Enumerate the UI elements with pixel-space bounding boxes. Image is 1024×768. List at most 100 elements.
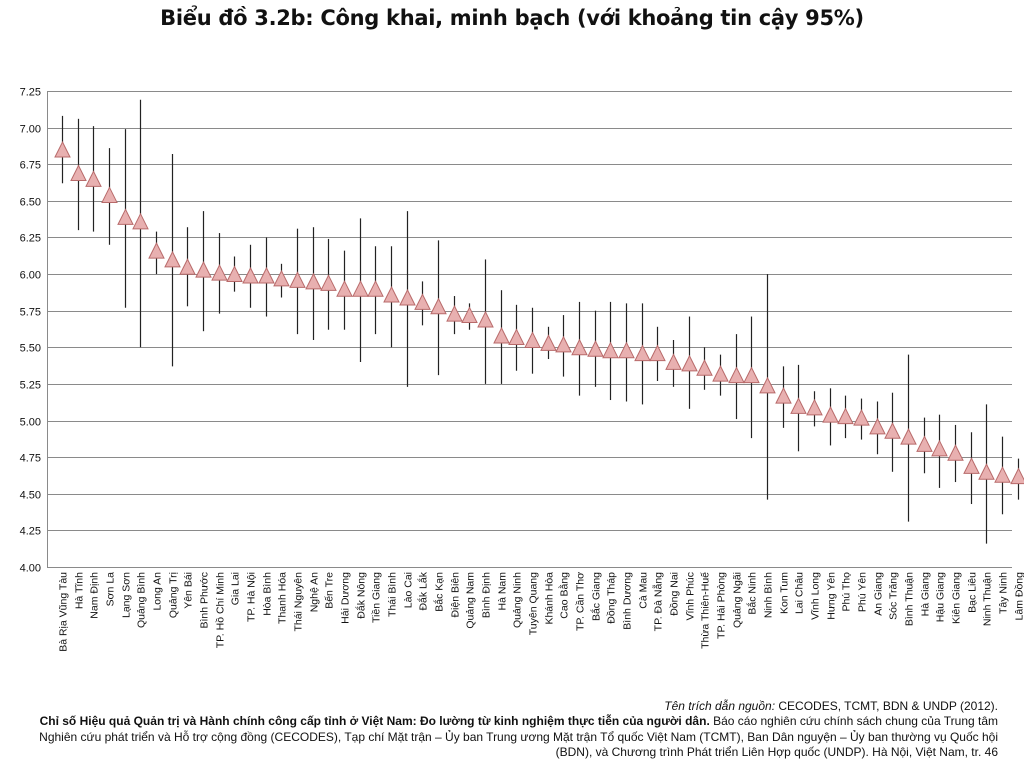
source-text: CECODES, TCMT, BDN & UNDP (2012). — [778, 699, 998, 713]
x-tick-label: Tây Ninh — [998, 572, 1010, 614]
data-point — [728, 366, 745, 384]
x-tick-label: Sóc Trăng — [888, 572, 900, 620]
x-tick-label: Kiên Giang — [951, 572, 963, 624]
x-tick-label: Quảng Nam — [465, 572, 477, 629]
x-tick-label: Kon Tum — [779, 572, 791, 614]
x-tick-label: Thái Bình — [387, 572, 399, 617]
x-tick-label: Thanh Hóa — [277, 572, 289, 624]
data-point — [540, 334, 557, 351]
data-point — [775, 386, 792, 404]
data-point — [461, 306, 478, 324]
y-tick-label: 6.00 — [20, 270, 41, 282]
x-tick-label: Hà Nam — [497, 572, 509, 611]
data-point — [367, 280, 384, 297]
data-point — [994, 466, 1011, 483]
data-point — [947, 444, 964, 461]
data-point — [869, 417, 886, 435]
data-point — [211, 263, 228, 281]
x-tick-label: Hải Dương — [340, 572, 352, 624]
data-point — [258, 266, 275, 284]
data-point — [555, 335, 572, 353]
data-point — [837, 407, 854, 425]
data-point — [978, 463, 995, 480]
citation-note: Chỉ số Hiệu quả Quản trị và Hành chính c… — [24, 714, 998, 761]
x-tick-label: Vĩnh Long — [810, 572, 822, 620]
x-tick-label: Thái Nguyên — [293, 572, 305, 632]
data-point — [195, 261, 212, 278]
y-tick-label: 5.25 — [20, 380, 41, 392]
y-tick-label: 7.25 — [20, 87, 41, 99]
data-point — [1010, 467, 1024, 485]
x-tick-label: Tiền Giang — [371, 572, 383, 623]
data-markers — [54, 140, 1024, 485]
data-point — [806, 398, 823, 416]
x-tick-label: TP. Cần Thơ — [575, 572, 587, 631]
x-tick-label: Quảng Bình — [136, 572, 148, 628]
y-tick-label: 4.50 — [20, 490, 41, 502]
data-point — [273, 269, 290, 287]
data-point — [336, 280, 353, 297]
y-tick-label: 5.00 — [20, 417, 41, 429]
x-tick-label: TP. Đà Nẵng — [652, 572, 665, 631]
x-tick-label: Hòa Bình — [262, 572, 274, 616]
x-tick-label: Lai Châu — [794, 572, 806, 614]
data-point — [665, 353, 682, 370]
x-tick-label: Đắk Nông — [355, 572, 368, 619]
data-point — [320, 274, 337, 291]
data-point — [446, 304, 463, 322]
x-tick-label: Phú Thọ — [841, 572, 853, 612]
data-point — [383, 285, 400, 303]
data-point — [54, 140, 71, 158]
y-tick-label: 6.75 — [20, 160, 41, 172]
x-tick-label: Bạc Liêu — [967, 572, 979, 613]
x-tick-label: Bình Định — [481, 572, 493, 618]
data-point — [477, 310, 494, 328]
x-tick-label: Long An — [152, 572, 164, 611]
source-note: Tên trích dẫn nguồn: CECODES, TCMT, BDN … — [664, 699, 998, 713]
data-point — [759, 376, 776, 394]
data-point — [85, 170, 102, 187]
data-point — [822, 406, 839, 423]
x-tick-label: Điện Biên — [450, 572, 462, 618]
data-point — [963, 457, 980, 474]
data-point — [414, 293, 431, 310]
x-tick-label: Đồng Nai — [669, 572, 681, 616]
data-point — [524, 331, 541, 348]
data-point — [508, 328, 525, 346]
x-tick-label: Khánh Hòa — [544, 572, 556, 625]
x-tick-label: Bình Dương — [622, 572, 634, 630]
x-tick-label: Quảng Trị — [168, 572, 180, 618]
x-tick-label: Phú Yên — [857, 572, 869, 612]
data-point — [712, 365, 729, 382]
y-tick-label: 7.00 — [20, 124, 41, 136]
data-point — [634, 344, 651, 362]
grid-lines — [47, 91, 1012, 568]
x-tick-label: Quảng Ngãi — [732, 572, 744, 628]
x-tick-label: Bắc Ninh — [746, 572, 759, 615]
data-point — [916, 435, 933, 452]
citation-body: Báo cáo nghiên cứu chính sách chung của … — [39, 714, 998, 759]
x-tick-label: Lâm Đồng — [1014, 572, 1024, 621]
y-tick-label: 6.50 — [20, 197, 41, 209]
data-point — [117, 208, 134, 225]
y-tick-label: 6.25 — [20, 233, 41, 245]
chart-title: Biểu đồ 3.2b: Công khai, minh bạch (với … — [160, 6, 864, 30]
data-point — [132, 212, 149, 230]
x-tick-label: An Giang — [873, 572, 885, 616]
data-point — [430, 297, 447, 315]
x-tick-label: Bình Thuận — [904, 572, 916, 626]
data-point — [305, 272, 322, 290]
data-point — [649, 344, 666, 362]
x-tick-label: Bắc Giang — [590, 572, 603, 621]
x-tick-label: Lạng Sơn — [121, 572, 133, 618]
data-point — [70, 164, 87, 181]
x-tick-label: Nghệ An — [309, 572, 321, 612]
x-tick-label: TP. Hà Nội — [246, 572, 258, 622]
x-tick-label: TP. Hồ Chí Minh — [215, 572, 227, 648]
y-tick-label: 4.75 — [20, 453, 41, 465]
data-point — [884, 422, 901, 439]
x-tick-label: Yên Bái — [183, 572, 195, 609]
x-tick-label: Gia Lai — [230, 572, 242, 605]
x-tick-label: Hà Giang — [920, 572, 932, 617]
data-point — [399, 288, 416, 306]
